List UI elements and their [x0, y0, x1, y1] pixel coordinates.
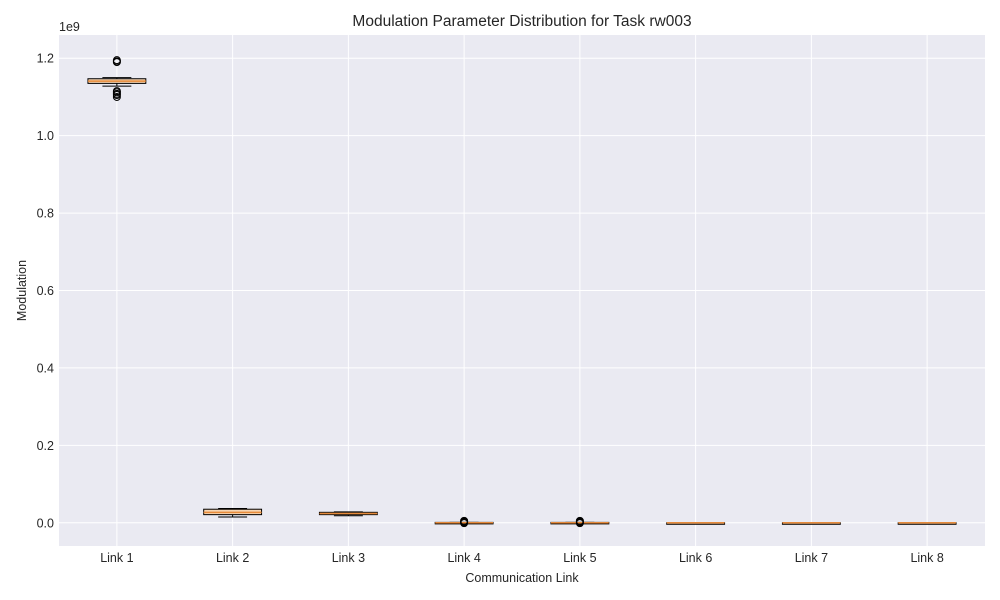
x-tick-label: Link 2 [216, 551, 249, 565]
x-axis-ticks: Link 1 Link 2 Link 3 Link 4 Link 5 Link 6 Link… [100, 551, 944, 565]
y-tick-label: 1.2 [37, 52, 54, 66]
boxplot-6 [666, 522, 726, 525]
flier-point [575, 519, 584, 528]
y-axis-ticks: 0.0 0.2 0.4 0.6 0.8 1.0 1.2 [37, 52, 54, 531]
x-tick-label: Link 7 [795, 551, 828, 565]
boxplot-8 [897, 522, 957, 525]
x-tick-label: Link 4 [447, 551, 480, 565]
boxplot-7 [781, 522, 841, 525]
boxplot-2 [203, 507, 263, 518]
boxplot-4 [434, 516, 494, 528]
x-tick-label: Link 6 [679, 551, 712, 565]
y-tick-label: 0.2 [37, 439, 54, 453]
y-axis-offset-text: 1e9 [59, 20, 80, 34]
x-tick-label: Link 3 [332, 551, 365, 565]
flier-point [112, 56, 121, 65]
x-tick-label: Link 5 [563, 551, 596, 565]
y-tick-label: 0.6 [37, 284, 54, 298]
x-axis-label: Communication Link [465, 571, 579, 585]
flier-point [575, 516, 584, 525]
chart-title: Modulation Parameter Distribution for Ta… [352, 13, 691, 30]
flier-point [460, 516, 469, 525]
x-tick-label: Link 8 [910, 551, 943, 565]
x-tick-label: Link 1 [100, 551, 133, 565]
y-tick-label: 1.0 [37, 129, 54, 143]
flier-point [460, 519, 469, 528]
y-axis-label: Modulation [15, 260, 29, 321]
y-tick-label: 0.8 [37, 207, 54, 221]
flier-point [112, 87, 121, 96]
boxplot-3 [318, 511, 378, 517]
y-tick-label: 0.0 [37, 516, 54, 530]
boxplot-5 [550, 516, 610, 528]
boxplot-1 [87, 56, 147, 101]
y-tick-label: 0.4 [37, 361, 54, 375]
boxplots [87, 56, 957, 528]
grid [59, 35, 985, 546]
